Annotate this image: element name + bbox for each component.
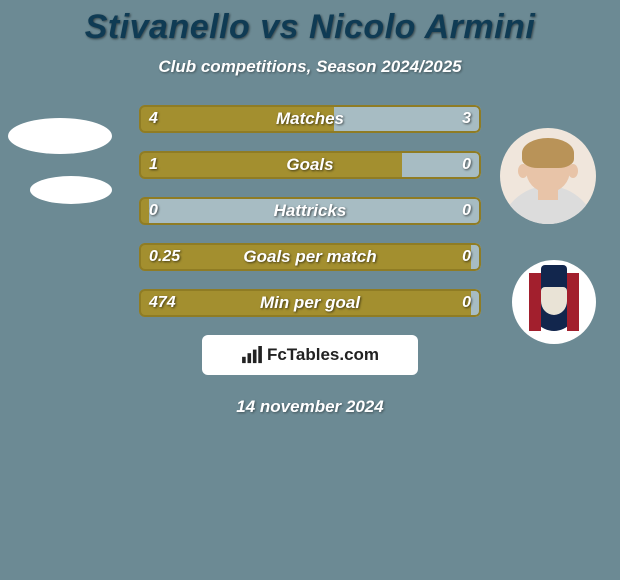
date-text: 14 november 2024 bbox=[0, 397, 620, 417]
stat-bar-left bbox=[139, 197, 149, 225]
stat-label: Hattricks bbox=[274, 201, 347, 221]
stat-row: Goals 1 0 bbox=[139, 151, 481, 179]
stat-label: Matches bbox=[276, 109, 344, 129]
stat-bar-right bbox=[334, 105, 481, 133]
stat-label: Goals per match bbox=[243, 247, 376, 267]
stat-value-left: 474 bbox=[149, 294, 176, 312]
subtitle: Club competitions, Season 2024/2025 bbox=[0, 57, 620, 77]
stat-row: Min per goal 474 0 bbox=[139, 289, 481, 317]
stat-value-left: 4 bbox=[149, 110, 158, 128]
stat-bar-right bbox=[471, 243, 481, 271]
stat-row: Hattricks 0 0 bbox=[139, 197, 481, 225]
stat-value-left: 0 bbox=[149, 202, 158, 220]
stat-bar-left bbox=[139, 151, 402, 179]
stat-value-left: 0.25 bbox=[149, 248, 180, 266]
attribution-badge: FcTables.com bbox=[202, 335, 418, 375]
stat-bar-right bbox=[471, 289, 481, 317]
stat-label: Min per goal bbox=[260, 293, 360, 313]
stat-value-right: 0 bbox=[462, 248, 471, 266]
stat-value-right: 0 bbox=[462, 202, 471, 220]
stat-value-right: 3 bbox=[462, 110, 471, 128]
bars-icon bbox=[241, 346, 263, 364]
stat-value-right: 0 bbox=[462, 156, 471, 174]
stats-bars: Matches43Goals10Hattricks00Goals per mat… bbox=[0, 105, 620, 317]
page-title: Stivanello vs Nicolo Armini bbox=[0, 0, 620, 47]
stat-value-left: 1 bbox=[149, 156, 158, 174]
attribution-text: FcTables.com bbox=[267, 345, 379, 365]
stat-row: Matches 4 3 bbox=[139, 105, 481, 133]
stat-label: Goals bbox=[286, 155, 333, 175]
comparison-infographic: Stivanello vs Nicolo Armini Club competi… bbox=[0, 0, 620, 580]
stat-row: Goals per match 0.25 0 bbox=[139, 243, 481, 271]
stat-value-right: 0 bbox=[462, 294, 471, 312]
